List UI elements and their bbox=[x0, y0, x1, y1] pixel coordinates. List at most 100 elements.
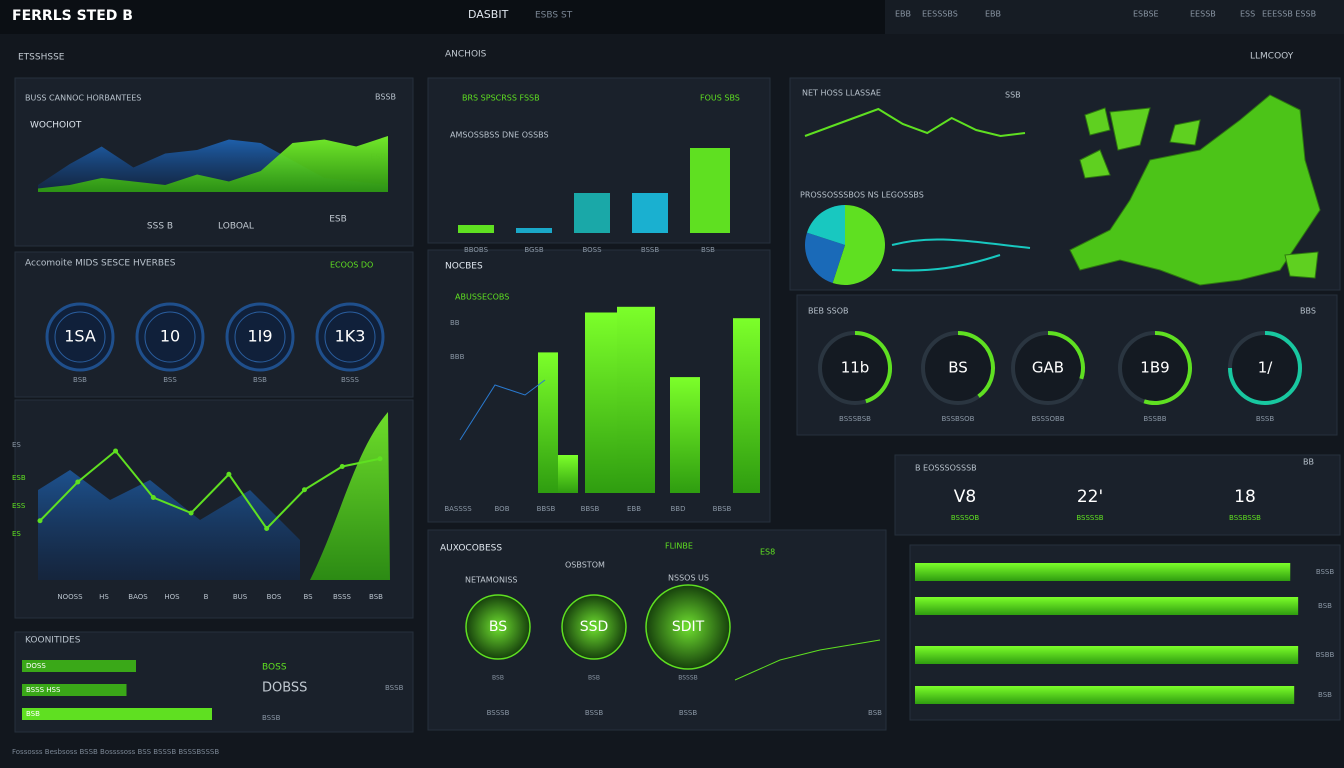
label: BSSSOBB bbox=[1031, 415, 1064, 423]
label: BOS bbox=[267, 593, 282, 601]
label: DOBSS bbox=[262, 681, 307, 696]
blue-area bbox=[38, 470, 300, 580]
label: BSB bbox=[1318, 691, 1332, 699]
label: BS bbox=[303, 593, 313, 601]
label: 1SA bbox=[64, 327, 96, 346]
gauge bbox=[315, 302, 385, 372]
bar bbox=[670, 377, 700, 493]
point bbox=[37, 518, 43, 524]
label: HS bbox=[99, 593, 109, 601]
label: OSBSTOM bbox=[565, 561, 605, 570]
label: BSSB bbox=[641, 246, 660, 254]
label: BEB SSOB bbox=[808, 307, 849, 316]
label: 18 bbox=[1234, 487, 1256, 507]
gauge bbox=[225, 302, 295, 372]
label: BSB bbox=[1318, 602, 1332, 610]
label: SSD bbox=[580, 619, 609, 635]
label: BBOBS bbox=[464, 246, 489, 254]
label: LOBOAL bbox=[218, 222, 254, 232]
point bbox=[188, 510, 194, 516]
label: BBD bbox=[671, 505, 686, 513]
pie-slice bbox=[806, 205, 845, 245]
label: AUXOCOBESS bbox=[440, 544, 502, 554]
gauge-inner bbox=[324, 311, 376, 363]
ring-arc bbox=[854, 331, 892, 404]
label: ESB bbox=[329, 215, 347, 225]
point bbox=[75, 479, 81, 485]
label: BSSB bbox=[585, 709, 604, 717]
label: BSSB bbox=[262, 714, 281, 722]
label: 11b bbox=[841, 359, 870, 377]
label: BOSS bbox=[262, 663, 287, 673]
hbar bbox=[915, 597, 1299, 615]
label: NSSOS US bbox=[668, 574, 709, 583]
label: BSS bbox=[163, 376, 177, 384]
label: BB bbox=[450, 319, 460, 327]
label: B EOSSSOSSSB bbox=[915, 464, 977, 473]
label: BSSSSB bbox=[1076, 514, 1103, 522]
bar bbox=[558, 455, 578, 493]
label: ESS bbox=[12, 502, 26, 510]
label: B bbox=[204, 593, 209, 601]
label: BSBB bbox=[1316, 651, 1335, 659]
hbar bbox=[915, 686, 1295, 704]
label: BSSS bbox=[341, 376, 360, 384]
label: BSB bbox=[868, 709, 882, 717]
progress-bar bbox=[22, 708, 212, 720]
label: BSSS HSS bbox=[26, 686, 61, 694]
trend bbox=[891, 254, 1001, 272]
label: LLMCOOY bbox=[1250, 52, 1294, 62]
label: EEESSB ESSB bbox=[1262, 10, 1316, 19]
label: BSB bbox=[588, 675, 600, 682]
label: EESSB bbox=[1190, 10, 1216, 19]
pie-slice bbox=[832, 205, 885, 285]
label: ES8 bbox=[760, 548, 775, 557]
label: ES bbox=[12, 441, 21, 449]
ring-arc bbox=[1228, 331, 1302, 405]
label: HOS bbox=[164, 593, 180, 601]
label: BSSB bbox=[385, 684, 404, 692]
label: SSS B bbox=[147, 222, 173, 232]
label: EBB bbox=[627, 505, 641, 513]
label: BUSS CANNOC HORBANTEES bbox=[25, 94, 141, 103]
trend bbox=[734, 639, 881, 681]
label: BBSB bbox=[581, 505, 600, 513]
label: BSB bbox=[701, 246, 715, 254]
label: DOSS bbox=[26, 662, 46, 670]
gauge-inner bbox=[144, 311, 196, 363]
label: ESBSE bbox=[1133, 10, 1159, 19]
label: BBB bbox=[450, 353, 465, 361]
label: 1I9 bbox=[247, 327, 272, 346]
label: FOUS SBS bbox=[700, 94, 740, 103]
label: ECOOS DO bbox=[330, 261, 373, 270]
label: BASSSS bbox=[444, 505, 472, 513]
bar bbox=[458, 225, 494, 233]
orb bbox=[465, 594, 531, 660]
label: BGSB bbox=[524, 246, 544, 254]
label: 22' bbox=[1077, 487, 1103, 507]
label: PROSSOSSSBOS NS LEGOSSBS bbox=[800, 191, 924, 200]
bar bbox=[574, 193, 610, 233]
label: 1B9 bbox=[1140, 359, 1169, 377]
line bbox=[804, 107, 1026, 138]
label: 1/ bbox=[1258, 359, 1274, 377]
label: ETSSHSSE bbox=[18, 53, 65, 63]
label: BSSBB bbox=[1143, 415, 1166, 423]
label: BSB bbox=[253, 376, 267, 384]
label: BS bbox=[489, 619, 507, 635]
label: EBB bbox=[895, 10, 911, 19]
map bbox=[1069, 94, 1321, 286]
content: FERRLS STED B DASBIT ESBS ST EBB EESSSBS EBB E… bbox=[12, 8, 1335, 756]
label: NETAMONISS bbox=[465, 576, 517, 585]
label: ES bbox=[12, 530, 21, 538]
label: Accomoite MIDS SESCE HVERBES bbox=[25, 259, 176, 269]
bar bbox=[632, 193, 668, 233]
label: NET HOSS LLASSAE bbox=[802, 89, 881, 98]
label: EESSSBS bbox=[922, 10, 958, 19]
bar bbox=[538, 352, 558, 493]
orb bbox=[561, 594, 627, 660]
label: ESB bbox=[12, 474, 26, 482]
ring-arc bbox=[1143, 331, 1192, 405]
label: WOCHOIOT bbox=[30, 121, 82, 131]
